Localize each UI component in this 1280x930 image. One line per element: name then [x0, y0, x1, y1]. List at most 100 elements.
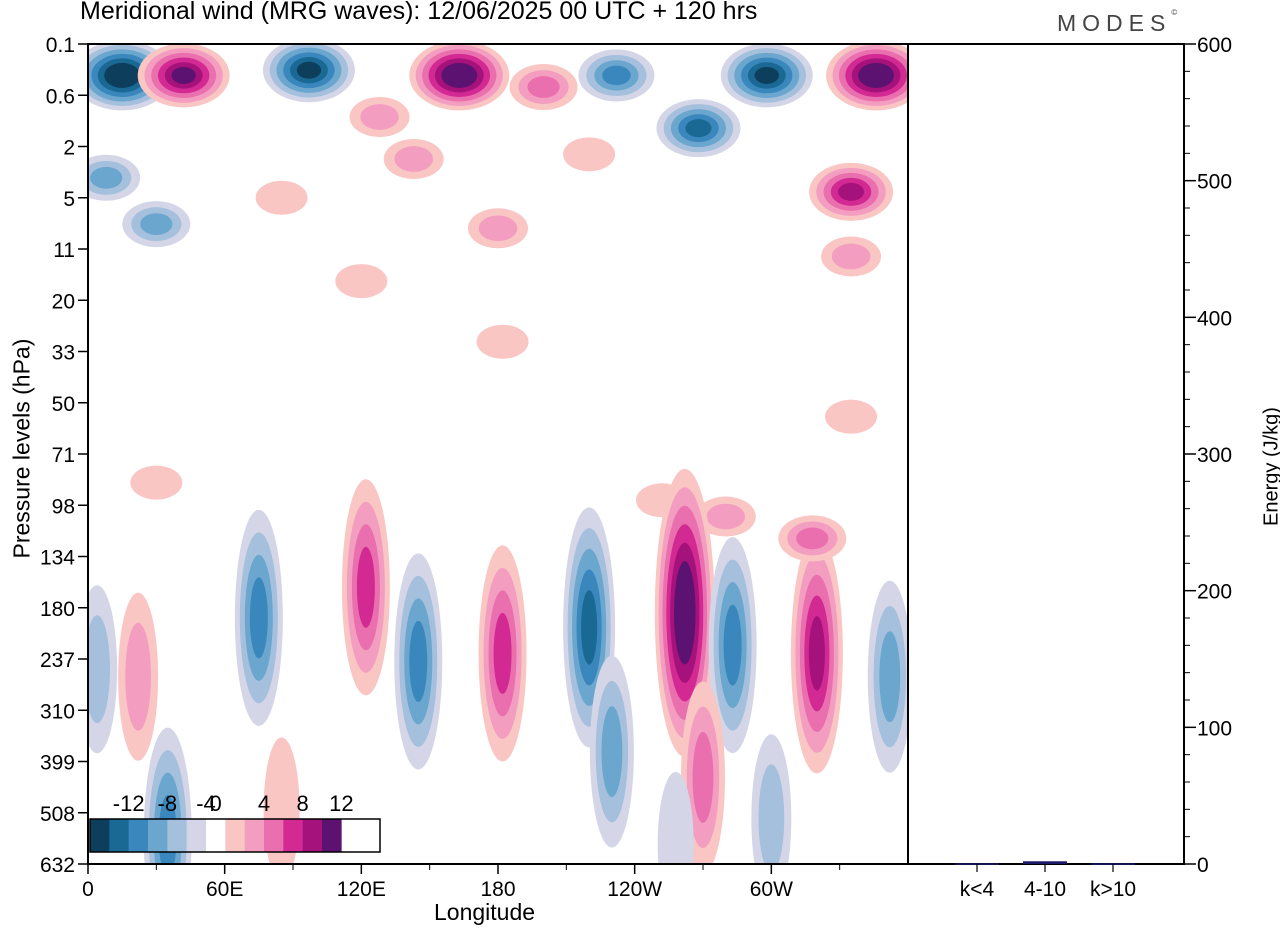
y-tick-label: 33 — [52, 342, 75, 365]
wind-contour-pos — [808, 616, 825, 691]
energy-tick-label: 600 — [1197, 34, 1232, 57]
wind-feature — [118, 592, 159, 761]
energy-category-label: k<4 — [960, 878, 995, 901]
wind-feature — [88, 154, 141, 201]
colorbar-swatch — [302, 819, 323, 852]
wind-feature — [509, 64, 578, 111]
y-tick-label: 237 — [40, 649, 75, 672]
wind-contour-pos — [831, 243, 871, 270]
y-tick-label: 0.1 — [46, 34, 75, 57]
y-tick-label: 20 — [52, 290, 75, 313]
wind-contour-neg — [758, 764, 785, 864]
wind-feature — [867, 580, 908, 773]
wind-feature — [383, 138, 444, 179]
wind-feature — [349, 96, 410, 137]
colorbar-frame — [89, 818, 381, 853]
wind-feature — [751, 734, 792, 864]
wind-contour-neg — [602, 65, 631, 86]
wind-contour-neg — [90, 166, 123, 189]
wind-feature — [255, 180, 308, 215]
x-tick-label: 120E — [337, 878, 386, 901]
energy-tick-label: 500 — [1197, 171, 1232, 194]
wind-contour-pos — [125, 622, 151, 731]
colorbar-swatch — [206, 819, 226, 852]
colorbar-tick-label: -12 — [113, 791, 145, 816]
wind-contour-pos — [476, 324, 529, 359]
wind-contour-neg — [685, 119, 712, 138]
x-tick-label: 120W — [607, 878, 662, 901]
wind-feature — [130, 465, 183, 500]
x-tick-label: 60E — [206, 878, 243, 901]
chart-title: Meridional wind (MRG waves): 12/06/2025 … — [80, 0, 758, 25]
wind-feature — [778, 515, 847, 562]
colorbar-swatch — [244, 819, 265, 852]
wind-contour-pos — [864, 67, 888, 84]
colorbar-tick-label: 4 — [258, 791, 270, 816]
wind-feature — [394, 553, 443, 770]
y-tick-label: 399 — [40, 752, 75, 775]
y-tick-label: 11 — [53, 239, 75, 262]
wind-feature — [262, 44, 355, 103]
wind-contour-pos — [255, 180, 308, 215]
wind-feature — [656, 99, 741, 158]
wind-contour-pos — [493, 612, 512, 694]
wind-contour-pos — [563, 137, 616, 172]
wind-contour-pos — [677, 579, 692, 647]
energy-tick-label: 300 — [1197, 444, 1232, 467]
wind-contour-pos — [130, 465, 183, 500]
energy-tick-label: 200 — [1197, 581, 1232, 604]
wind-contour-pos — [706, 503, 746, 530]
wind-contour-pos — [335, 264, 388, 299]
wind-contour-pos — [692, 731, 714, 823]
colorbar: -12 -8 -40 4 8 12 — [89, 791, 381, 853]
wind-contour-pos — [527, 76, 560, 98]
wind-contour-pos — [796, 527, 829, 550]
wind-contour-field — [88, 44, 908, 864]
colorbar-swatch — [128, 819, 149, 852]
wind-feature — [657, 771, 694, 864]
wind-contour-neg — [879, 631, 901, 723]
energy-axis-label: Energy (J/kg) — [1260, 407, 1280, 526]
y-tick-label: 71 — [52, 444, 75, 467]
colorbar-tick-label: -4 — [196, 791, 216, 816]
colorbar-swatch — [322, 819, 342, 852]
wind-feature — [122, 201, 191, 248]
wind-feature — [821, 236, 882, 277]
y-tick-label: 632 — [40, 854, 75, 877]
wind-feature — [341, 479, 390, 696]
wind-contour-neg — [657, 771, 694, 864]
wind-contour-neg — [723, 604, 742, 686]
wind-feature — [708, 537, 757, 754]
colorbar-tick-label: 8 — [297, 791, 309, 816]
y-axis-label: Pressure levels (hPa) — [8, 338, 35, 559]
wind-contour-pos — [356, 546, 375, 628]
wind-feature — [790, 533, 843, 774]
colorbar-swatch — [167, 819, 187, 852]
x-tick-label: 60W — [750, 878, 793, 901]
wind-feature — [695, 496, 756, 537]
y-tick-label: 134 — [40, 547, 75, 570]
wind-feature — [825, 399, 878, 434]
energy-category-label: 4-10 — [1024, 878, 1066, 901]
wind-contour-pos — [838, 182, 865, 201]
wind-contour-neg — [409, 620, 428, 702]
wind-contour-pos — [394, 146, 434, 172]
wind-contour-neg — [581, 590, 598, 665]
colorbar-swatch — [264, 819, 284, 852]
wind-feature — [589, 655, 634, 848]
y-tick-label: 98 — [52, 495, 75, 518]
y-tick-label: 0.6 — [46, 85, 75, 108]
colorbar-swatch — [283, 819, 303, 852]
energy-tick-label: 100 — [1197, 717, 1232, 740]
wind-feature — [478, 545, 527, 762]
y-tick-label: 50 — [52, 393, 75, 416]
wind-feature — [654, 468, 715, 757]
modes-logo: MODES© — [1057, 8, 1178, 36]
y-tick-label: 508 — [40, 803, 75, 826]
wind-contour-neg — [296, 61, 322, 79]
colorbar-swatch — [109, 819, 129, 852]
wind-feature — [468, 208, 528, 249]
wind-contour-neg — [110, 67, 134, 84]
wind-contour-pos — [447, 67, 471, 84]
